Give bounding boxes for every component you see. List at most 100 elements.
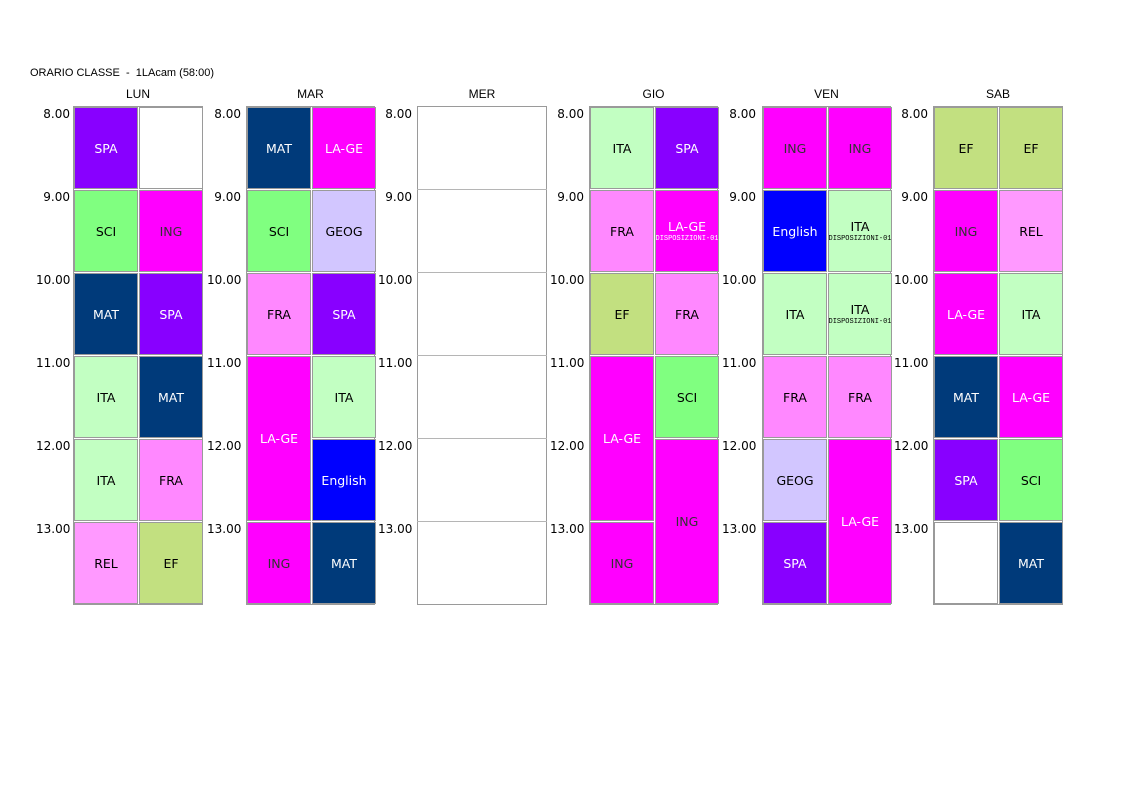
lesson-note: DISPOSIZIONI-01 [828, 318, 892, 326]
lesson-subject: SPA [94, 140, 118, 156]
lesson-subject: ITA [785, 306, 805, 322]
lesson-cell-rel[interactable]: REL [999, 190, 1063, 272]
lesson-cell-mat[interactable]: MAT [312, 522, 376, 604]
lesson-cell-mat[interactable]: MAT [934, 356, 998, 438]
lesson-cell-ita[interactable]: ITA [74, 439, 138, 521]
lesson-subject: MAT [1017, 555, 1044, 571]
lesson-cell-fra[interactable]: FRA [139, 439, 203, 521]
time-label: 13.00 [550, 522, 585, 536]
lesson-cell-ing[interactable]: ING [590, 522, 654, 604]
lesson-subject: SCI [268, 223, 290, 239]
lesson-cell-rel[interactable]: REL [74, 522, 138, 604]
lesson-cell-ita[interactable]: ITA [312, 356, 376, 438]
time-label: 9.00 [557, 190, 584, 204]
lesson-cell-la-ge[interactable]: LA-GE [999, 356, 1063, 438]
time-label: 10.00 [36, 273, 71, 287]
lesson-cell-la-ge[interactable]: LA-GE [934, 273, 998, 355]
lesson-cell-ef[interactable]: EF [590, 273, 654, 355]
lesson-cell-english[interactable]: English [763, 190, 827, 272]
lesson-cell-ing[interactable]: ING [763, 107, 827, 189]
lesson-cell-la-ge[interactable]: LA-GE [828, 439, 892, 604]
lesson-subject: SCI [95, 223, 117, 239]
lesson-cell-ef[interactable]: EF [934, 107, 998, 189]
lesson-subject: SPA [783, 555, 807, 571]
lesson-cell-spa[interactable]: SPA [655, 107, 719, 189]
lesson-cell-geog[interactable]: GEOG [763, 439, 827, 521]
lesson-cell-english[interactable]: English [312, 439, 376, 521]
lesson-cell-ita[interactable]: ITA DISPOSIZIONI-01 [828, 190, 892, 272]
day-grid-sab [933, 106, 1063, 605]
lesson-cell-sci[interactable]: SCI [655, 356, 719, 438]
lesson-cell-mat[interactable]: MAT [139, 356, 203, 438]
lesson-cell-empty[interactable] [934, 522, 998, 604]
grid-divider [417, 189, 547, 190]
day-header-sab: SAB [985, 87, 1010, 101]
time-label: 11.00 [36, 356, 71, 370]
lesson-cell-ing[interactable]: ING [934, 190, 998, 272]
lesson-cell-ef[interactable]: EF [999, 107, 1063, 189]
lesson-cell-empty[interactable] [139, 107, 203, 189]
lesson-cell-spa[interactable]: SPA [74, 107, 138, 189]
time-label: 11.00 [894, 356, 929, 370]
lesson-cell-fra[interactable]: FRA [590, 190, 654, 272]
time-label: 8.00 [901, 107, 928, 121]
lesson-cell-geog[interactable]: GEOG [312, 190, 376, 272]
lesson-cell-ing[interactable]: ING [655, 439, 719, 604]
lesson-cell-la-ge[interactable]: LA-GE [312, 107, 376, 189]
schedule-title: ORARIO CLASSE - 1LAcam (58:00) [30, 67, 215, 79]
lesson-cell-ita[interactable]: ITA DISPOSIZIONI-01 [828, 273, 892, 355]
time-label: 13.00 [894, 522, 929, 536]
grid-divider [417, 272, 547, 273]
time-label: 10.00 [722, 273, 757, 287]
lesson-cell-la-ge[interactable]: LA-GE [247, 356, 311, 521]
lesson-subject: ING [848, 140, 872, 156]
lesson-cell-spa[interactable]: SPA [312, 273, 376, 355]
lesson-cell-ita[interactable]: ITA [763, 273, 827, 355]
lesson-cell-fra[interactable]: FRA [247, 273, 311, 355]
lesson-cell-mat[interactable]: MAT [247, 107, 311, 189]
time-label: 13.00 [207, 522, 242, 536]
lesson-subject: ITA [850, 302, 870, 317]
lesson-cell-spa[interactable]: SPA [763, 522, 827, 604]
time-label: 9.00 [385, 190, 412, 204]
lesson-cell-sci[interactable]: SCI [999, 439, 1063, 521]
time-label: 8.00 [729, 107, 756, 121]
lesson-cell-ita[interactable]: ITA [999, 273, 1063, 355]
time-label: 8.00 [214, 107, 241, 121]
lesson-cell-ef[interactable]: EF [139, 522, 203, 604]
lesson-subject: REL [1019, 223, 1043, 239]
time-label: 12.00 [36, 439, 71, 453]
lesson-cell-fra[interactable]: FRA [763, 356, 827, 438]
time-label: 11.00 [722, 356, 757, 370]
lesson-cell-mat[interactable]: MAT [74, 273, 138, 355]
time-label: 12.00 [722, 439, 757, 453]
lesson-subject: FRA [675, 306, 699, 322]
day-header-mer: MER [468, 87, 496, 101]
lesson-subject: FRA [159, 472, 183, 488]
day-header-lun: LUN [125, 87, 150, 101]
time-label: 10.00 [378, 273, 413, 287]
lesson-subject: SPA [159, 306, 183, 322]
lesson-cell-fra[interactable]: FRA [655, 273, 719, 355]
lesson-cell-ing[interactable]: ING [828, 107, 892, 189]
lesson-cell-la-ge[interactable]: LA-GE [590, 356, 654, 521]
lesson-cell-spa[interactable]: SPA [934, 439, 998, 521]
lesson-cell-ita[interactable]: ITA [590, 107, 654, 189]
day-header-gio: GIO [642, 87, 665, 101]
lesson-cell-fra[interactable]: FRA [828, 356, 892, 438]
lesson-subject: ITA [96, 389, 116, 405]
lesson-cell-ing[interactable]: ING [247, 522, 311, 604]
lesson-cell-sci[interactable]: SCI [74, 190, 138, 272]
lesson-cell-sci[interactable]: SCI [247, 190, 311, 272]
lesson-subject: EF [1023, 140, 1039, 156]
lesson-subject: LA-GE [667, 219, 707, 234]
lesson-subject: SPA [954, 472, 978, 488]
lesson-cell-mat[interactable]: MAT [999, 522, 1063, 604]
lesson-cell-spa[interactable]: SPA [139, 273, 203, 355]
lesson-cell-ita[interactable]: ITA [74, 356, 138, 438]
time-label: 9.00 [43, 190, 70, 204]
lesson-cell-la-ge[interactable]: LA-GE DISPOSIZIONI-01 [655, 190, 719, 272]
lesson-cell-ing[interactable]: ING [139, 190, 203, 272]
grid-divider [417, 438, 547, 439]
time-label: 11.00 [207, 356, 242, 370]
